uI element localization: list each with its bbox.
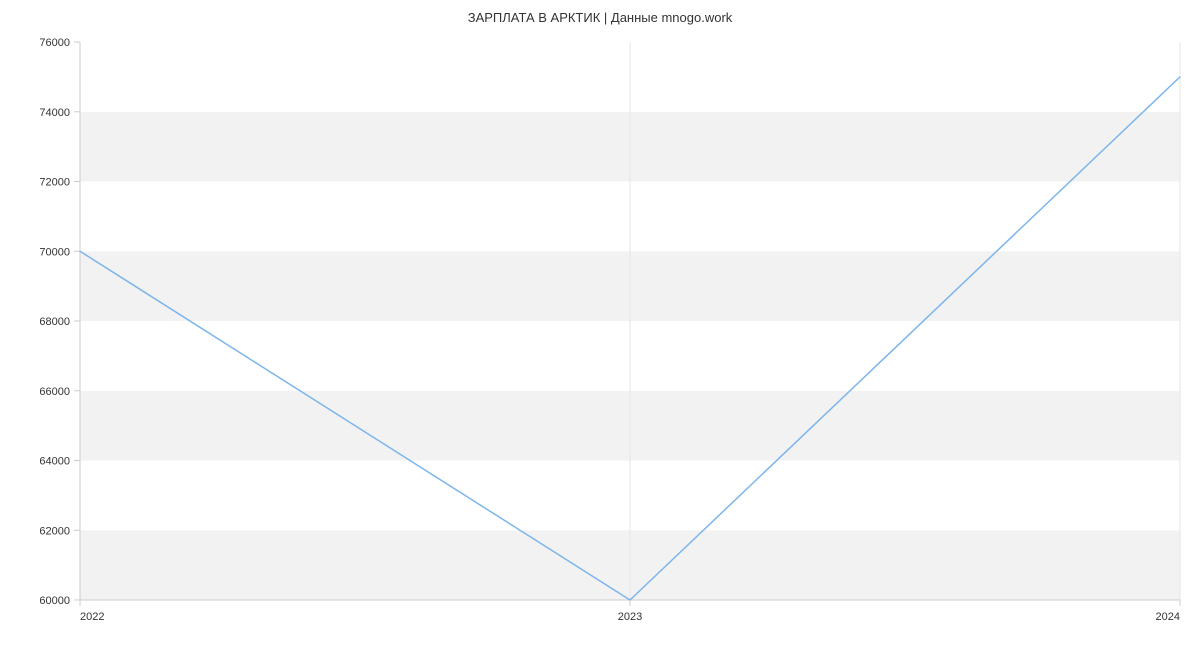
y-tick-label: 76000 [39, 37, 70, 49]
salary-line-chart: 60000 62000 64000 66000 68000 70000 72000 74000… [0, 0, 1200, 650]
x-tick-label: 2024 [1156, 611, 1180, 623]
y-tick-label: 68000 [39, 316, 70, 328]
x-tick-label: 2023 [618, 611, 642, 623]
y-tick-label: 62000 [39, 525, 70, 537]
y-tick-label: 70000 [39, 246, 70, 258]
chart-title: ЗАРПЛАТА В АРКТИК | Данные mnogo.work [468, 10, 733, 25]
y-tick-label: 60000 [39, 595, 70, 607]
x-tick-label: 2022 [80, 611, 104, 623]
chart-svg: 60000 62000 64000 66000 68000 70000 72000 74000… [0, 0, 1200, 650]
y-tick-label: 64000 [39, 456, 70, 468]
y-tick-label: 72000 [39, 177, 70, 189]
y-tick-label: 66000 [39, 386, 70, 398]
y-tick-label: 74000 [39, 107, 70, 119]
